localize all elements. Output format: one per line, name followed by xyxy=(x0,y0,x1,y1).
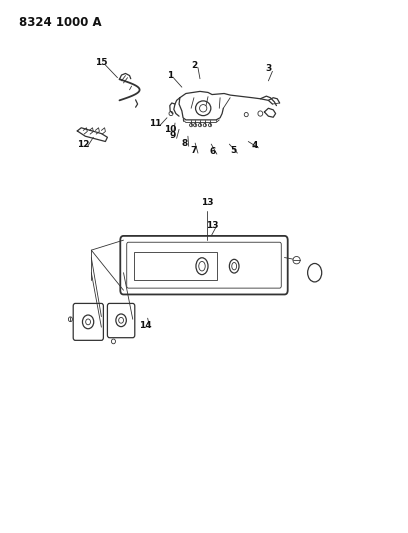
Text: 13: 13 xyxy=(206,221,218,230)
Text: 7: 7 xyxy=(191,146,197,155)
Text: 8324 1000 A: 8324 1000 A xyxy=(19,16,102,29)
Text: 3: 3 xyxy=(265,64,271,73)
Text: 9: 9 xyxy=(169,131,176,140)
Text: 12: 12 xyxy=(77,140,89,149)
Text: 2: 2 xyxy=(191,61,197,69)
Text: 5: 5 xyxy=(230,146,237,155)
Text: 15: 15 xyxy=(95,58,108,67)
Text: 10: 10 xyxy=(164,125,176,134)
Text: 8: 8 xyxy=(182,139,188,148)
Text: 4: 4 xyxy=(251,141,257,150)
Text: 11: 11 xyxy=(149,118,162,127)
Text: 14: 14 xyxy=(140,321,152,330)
Bar xyxy=(133,252,217,280)
Text: 6: 6 xyxy=(210,147,216,156)
Text: 1: 1 xyxy=(166,71,173,80)
Text: 13: 13 xyxy=(201,198,213,207)
